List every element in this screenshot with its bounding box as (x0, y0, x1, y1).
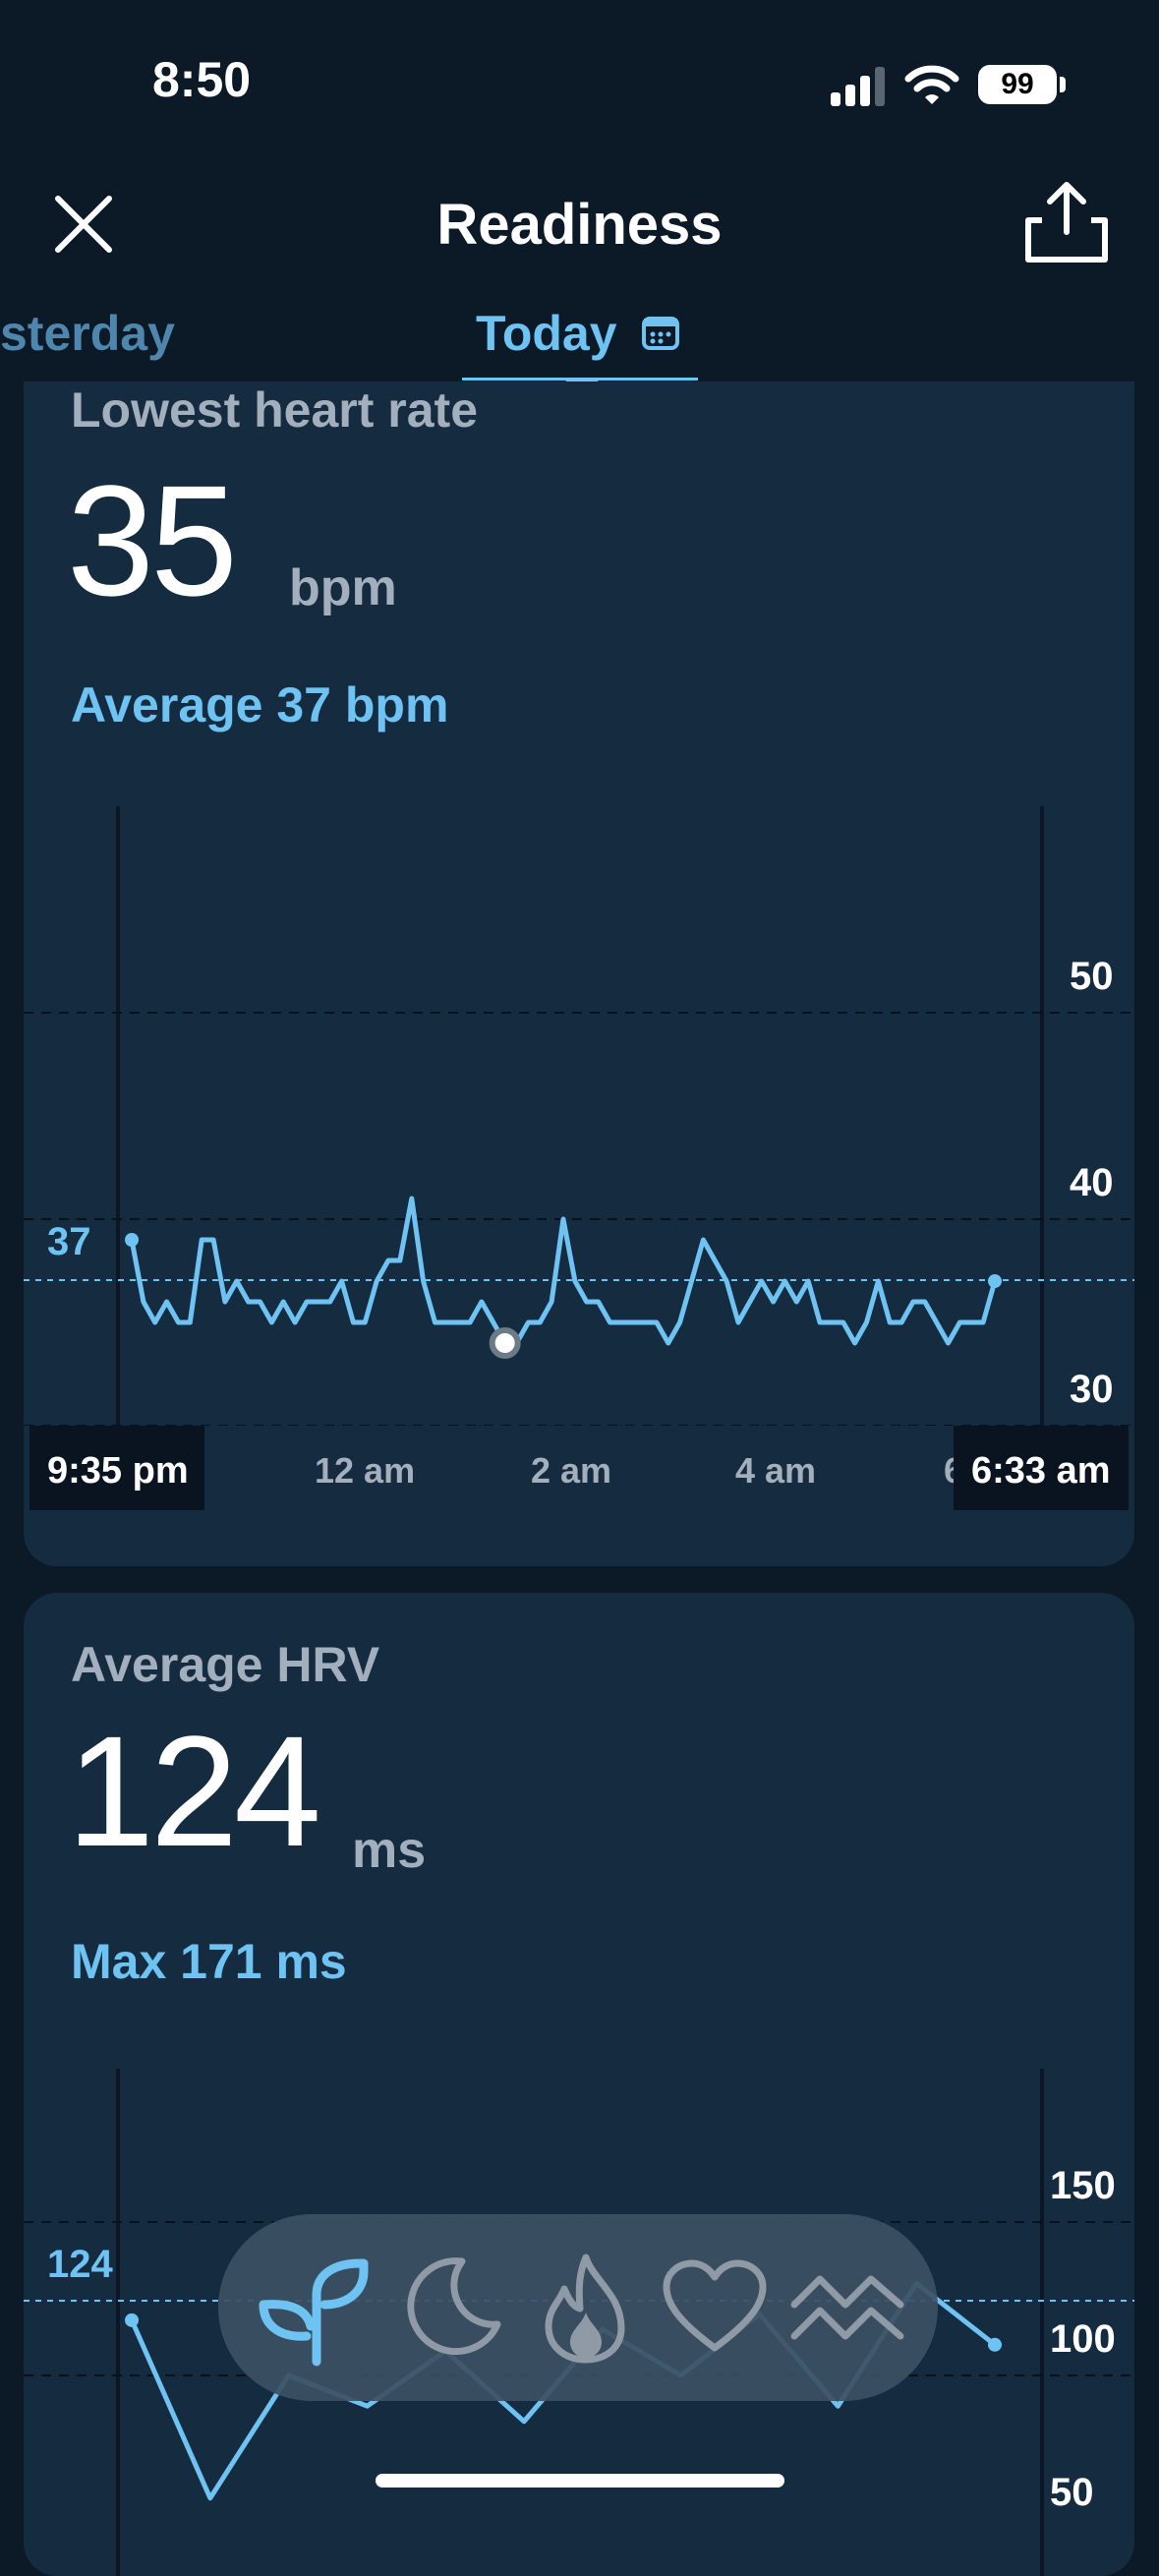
y-tick-150: 150 (1050, 2164, 1116, 2207)
activity-flame-icon[interactable] (531, 2252, 639, 2366)
battery-indicator: 99 (978, 65, 1057, 104)
heart-rate-end-point (988, 1274, 1002, 1288)
start-time-box (29, 1426, 204, 1510)
heart-rate-chart[interactable]: 50 40 30 37 12 am 2 am 4 am 6 9:35 pm 6:… (24, 381, 1134, 1566)
hrv-label: Average HRV (71, 1637, 380, 1692)
average-label: 124 (47, 2243, 113, 2286)
status-time: 8:50 (152, 52, 252, 107)
heart-icon[interactable] (661, 2257, 769, 2356)
home-indicator (376, 2474, 784, 2488)
heart-rate-value: 35 (67, 452, 238, 628)
y-tick-40: 40 (1070, 1161, 1114, 1204)
share-icon[interactable] (1022, 177, 1111, 265)
cellular-signal-icon (831, 67, 885, 106)
x-tick-2am: 2 am (531, 1450, 611, 1491)
x-tick-12am: 12 am (315, 1450, 415, 1491)
y-tick-50: 50 (1050, 2471, 1094, 2514)
tab-underline (462, 378, 698, 381)
heart-rate-card[interactable]: Lowest heart rate 35 bpm Average 37 bpm … (24, 381, 1134, 1566)
hrv-max: Max 171 ms (71, 1934, 347, 1989)
hrv-end-point (988, 2337, 1002, 2352)
hrv-unit: ms (352, 1822, 427, 1879)
heart-rate-average: Average 37 bpm (71, 677, 449, 732)
heart-rate-unit: bpm (289, 559, 397, 616)
battery-cap (1060, 77, 1066, 92)
tab-today-label: Today (476, 306, 617, 361)
stress-waves-icon[interactable] (788, 2265, 906, 2354)
x-tick-4am: 4 am (735, 1450, 816, 1491)
heart-rate-label: Lowest heart rate (71, 382, 479, 438)
close-icon[interactable] (54, 195, 113, 254)
end-time-box (954, 1426, 1129, 1510)
heart-rate-lowest-marker (489, 1327, 521, 1359)
end-time-label: 6:33 am (971, 1450, 1111, 1492)
hrv-value: 124 (67, 1703, 321, 1879)
readiness-sprout-icon[interactable] (252, 2244, 379, 2371)
wifi-icon (904, 65, 959, 104)
hrv-start-point (125, 2313, 139, 2327)
calendar-icon[interactable] (641, 313, 680, 352)
bottom-tab-dock (218, 2214, 938, 2401)
page-title: Readiness (436, 193, 723, 257)
y-tick-30: 30 (1070, 1368, 1114, 1411)
hrv-card[interactable]: Average HRV 124 ms Max 171 ms 150 100 50… (24, 1593, 1134, 2576)
start-time-label: 9:35 pm (47, 1450, 189, 1492)
heart-rate-line (129, 1196, 998, 1346)
tab-yesterday[interactable]: sterday (0, 306, 175, 361)
status-bar: 8:50 99 (0, 0, 1159, 167)
sleep-moon-icon[interactable] (397, 2254, 505, 2362)
hrv-chart[interactable]: 150 100 50 124 (24, 1593, 1134, 2576)
y-tick-100: 100 (1050, 2317, 1116, 2361)
x-axis-band (24, 1426, 1134, 1514)
y-tick-50: 50 (1070, 955, 1114, 998)
average-label: 37 (47, 1220, 91, 1263)
heart-rate-start-point (125, 1233, 139, 1247)
